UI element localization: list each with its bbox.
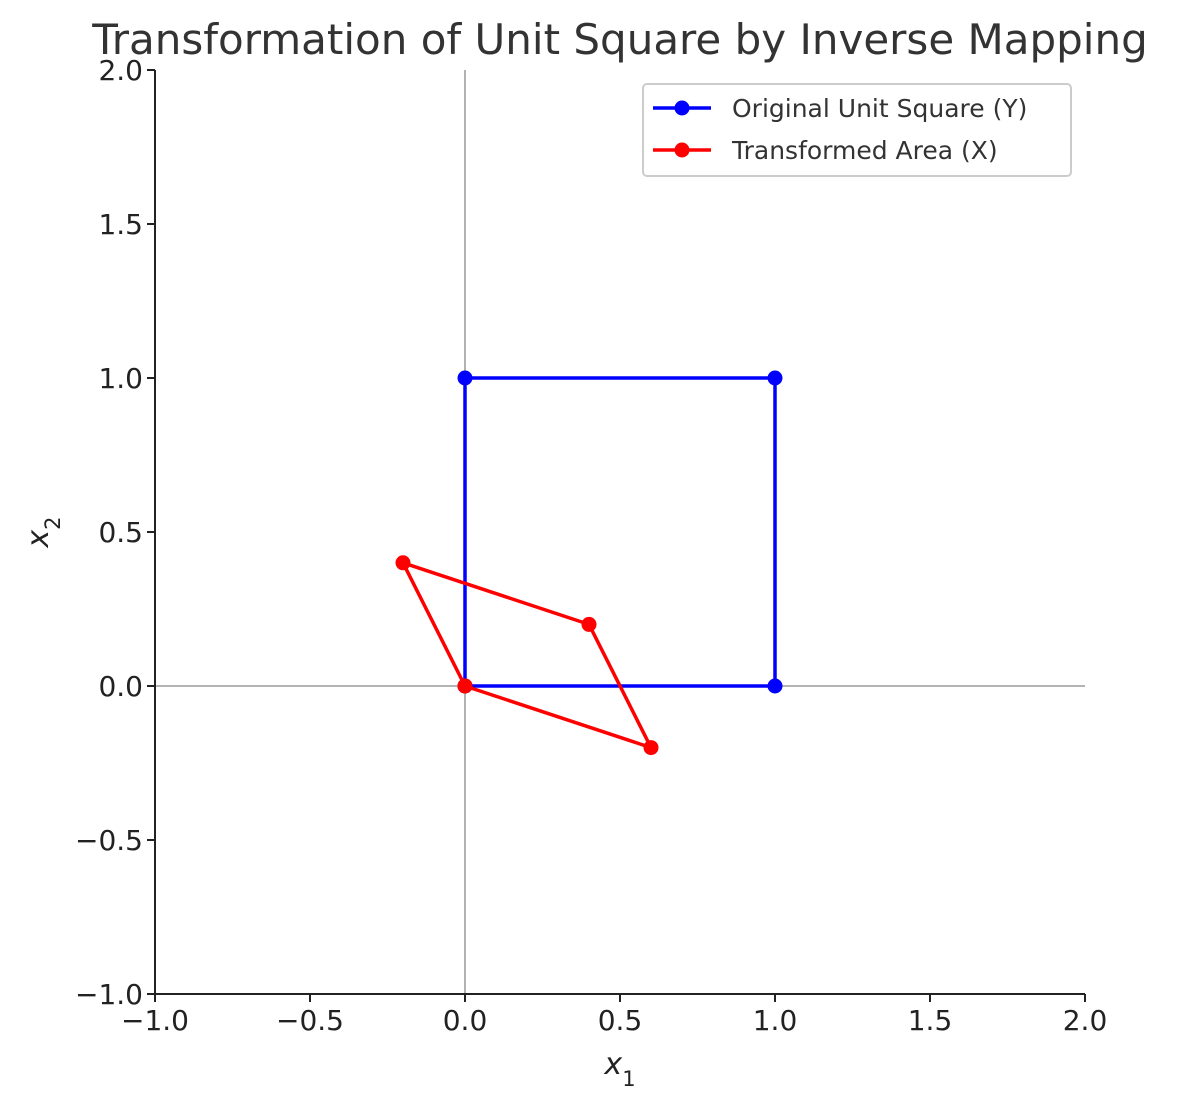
series-0 — [457, 370, 783, 694]
x-tick-label: −0.5 — [276, 1004, 344, 1037]
y-axis-label: x2 — [21, 516, 65, 548]
x-tick-label: 1.5 — [908, 1004, 953, 1037]
y-tick-label: −1.0 — [75, 978, 143, 1011]
x-axis-label: x1 — [603, 1047, 635, 1091]
legend-label: Original Unit Square (Y) — [732, 94, 1027, 123]
y-tick-label: −0.5 — [75, 824, 143, 857]
x-tick-label: 0.5 — [598, 1004, 643, 1037]
y-tick-label: 1.0 — [98, 362, 143, 395]
legend: Original Unit Square (Y) Transformed Area… — [642, 83, 1072, 177]
legend-entry: Original Unit Square (Y) — [653, 94, 1027, 123]
x-axis-label-text: x — [603, 1047, 622, 1082]
data-point — [643, 740, 659, 756]
data-point — [767, 678, 783, 694]
series-line — [401, 561, 653, 750]
x-tick-label: 2.0 — [1063, 1004, 1108, 1037]
legend-label: Transformed Area (X) — [731, 136, 998, 165]
x-tick-label: 0.0 — [443, 1004, 488, 1037]
series-1 — [395, 555, 659, 756]
series-line — [463, 376, 777, 688]
x-tick-label: −1.0 — [121, 1004, 189, 1037]
x-tick-label: 1.0 — [753, 1004, 798, 1037]
y-axis-label-text: x — [21, 530, 56, 549]
legend-box — [642, 83, 1072, 177]
data-point — [395, 555, 411, 571]
y-tick-label: 0.0 — [98, 670, 143, 703]
legend-marker — [674, 142, 690, 158]
y-tick-label: 0.5 — [98, 516, 143, 549]
data-point — [767, 370, 783, 386]
y-tick-label: 1.5 — [98, 208, 143, 241]
legend-entry: Transformed Area (X) — [653, 136, 998, 165]
data-point — [581, 616, 597, 632]
y-tick-label: 2.0 — [98, 54, 143, 87]
data-point — [457, 678, 473, 694]
data-point — [457, 370, 473, 386]
legend-marker — [674, 100, 690, 116]
chart-title: Transformation of Unit Square by Inverse… — [91, 15, 1148, 64]
